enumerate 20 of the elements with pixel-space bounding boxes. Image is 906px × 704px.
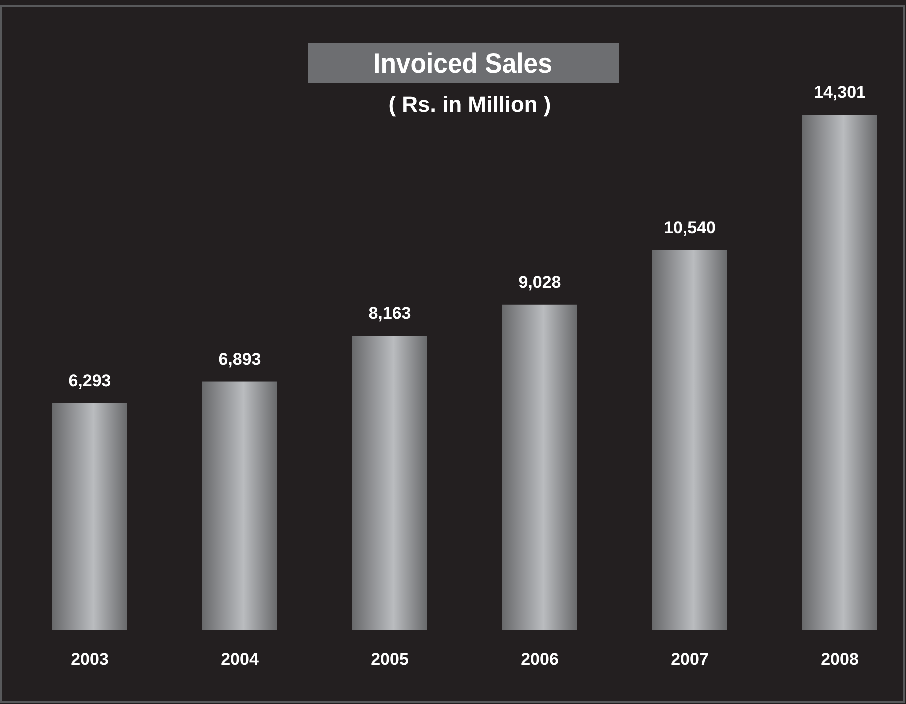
bar <box>652 250 728 630</box>
data-label: 14,301 <box>814 83 866 102</box>
x-tick-label: 2007 <box>671 650 709 670</box>
chart-subtitle: ( Rs. in Million ) <box>388 92 552 117</box>
x-tick-label: 2008 <box>821 650 859 670</box>
x-tick-label: 2004 <box>221 650 260 670</box>
data-label: 10,540 <box>664 218 716 238</box>
data-label: 9,028 <box>518 272 562 292</box>
bar <box>502 304 578 630</box>
data-label: 6,893 <box>218 350 262 369</box>
x-tick-label: 2006 <box>521 650 559 670</box>
x-tick-label: 2003 <box>71 650 109 670</box>
x-tick-label: 2005 <box>371 650 409 670</box>
bar <box>202 382 278 630</box>
chart-title: Invoiced Sales <box>374 48 552 80</box>
data-label: 6,293 <box>68 371 112 390</box>
bar <box>352 336 428 630</box>
bar <box>52 403 128 630</box>
bar <box>802 115 878 630</box>
data-label: 8,163 <box>368 304 412 324</box>
